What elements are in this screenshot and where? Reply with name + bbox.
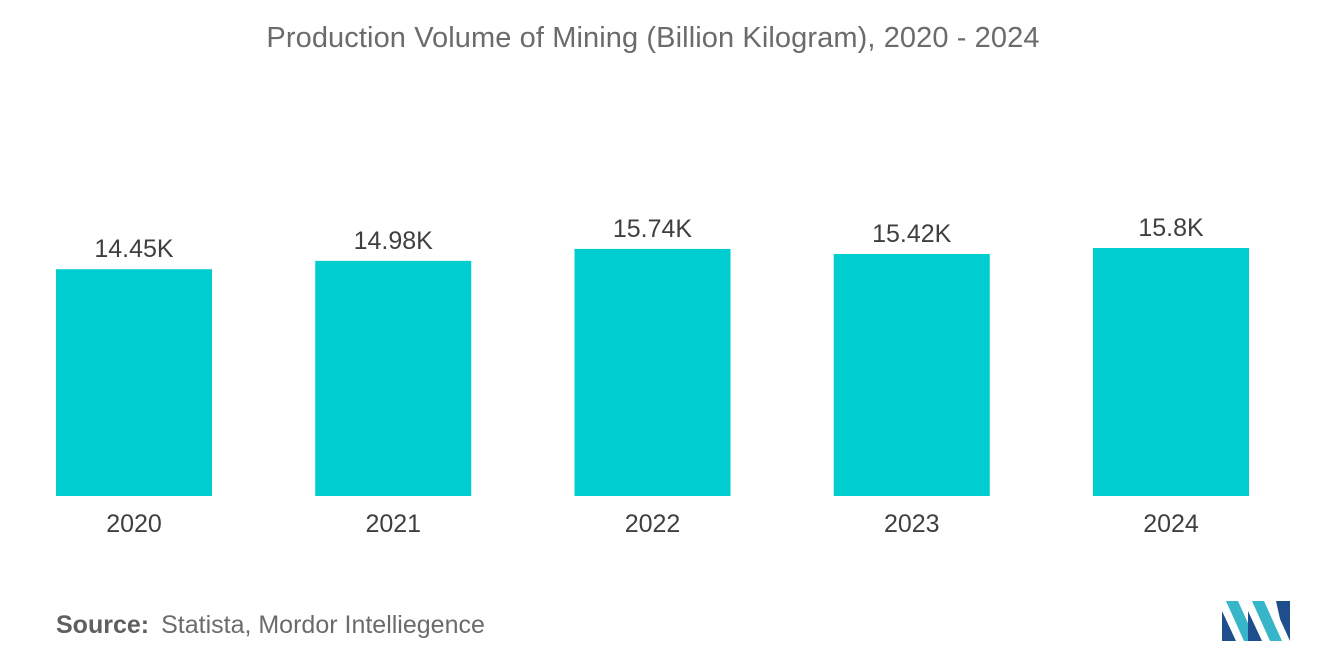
x-tick-label-2020: 2020 xyxy=(106,510,162,538)
data-label-2023: 15.42K xyxy=(872,220,952,248)
source-text: Statista, Mordor Intelliegence xyxy=(161,611,485,639)
x-tick-label-2022: 2022 xyxy=(625,510,681,538)
x-tick-label-2023: 2023 xyxy=(884,510,940,538)
data-label-2021: 14.98K xyxy=(354,227,434,255)
source-note: Source: Statista, Mordor Intelliegence xyxy=(56,611,485,640)
bar-2024 xyxy=(1093,248,1249,496)
bar-2020 xyxy=(56,269,212,496)
bar-chart: 14.45K 2020 14.98K 2021 15.74K 2022 15.42K 2023… xyxy=(56,214,1249,538)
source-label: Source: xyxy=(56,611,150,639)
chart-title: Production Volume of Mining (Billion Kil… xyxy=(266,22,1040,54)
x-tick-label-2024: 2024 xyxy=(1143,510,1199,538)
data-label-2024: 15.8K xyxy=(1138,214,1204,242)
bar-2021 xyxy=(315,260,472,496)
bar-2023 xyxy=(833,253,990,496)
bar-2022 xyxy=(574,248,731,496)
mordor-intelligence-logo-icon xyxy=(1222,601,1290,641)
x-tick-label-2021: 2021 xyxy=(365,510,421,538)
data-label-2020: 14.45K xyxy=(94,235,174,263)
data-label-2022: 15.74K xyxy=(613,215,693,243)
